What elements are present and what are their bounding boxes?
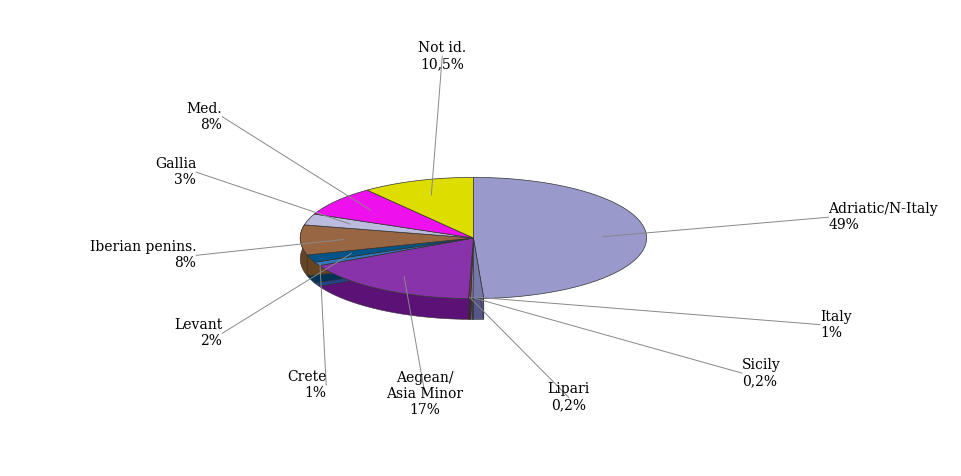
- Polygon shape: [314, 262, 319, 287]
- Polygon shape: [300, 225, 473, 255]
- Polygon shape: [300, 225, 307, 276]
- Polygon shape: [314, 238, 473, 283]
- Polygon shape: [307, 238, 473, 262]
- Text: Levant
2%: Levant 2%: [174, 318, 222, 348]
- Text: Gallia
3%: Gallia 3%: [155, 157, 196, 187]
- Text: Not id.
10,5%: Not id. 10,5%: [418, 41, 466, 71]
- Polygon shape: [307, 238, 473, 276]
- Polygon shape: [319, 238, 473, 287]
- Polygon shape: [468, 238, 473, 319]
- Polygon shape: [473, 238, 483, 319]
- Text: Lipari
0,2%: Lipari 0,2%: [547, 382, 589, 412]
- Text: Sicily
0,2%: Sicily 0,2%: [741, 358, 779, 388]
- Text: Adriatic/N-Italy
49%: Adriatic/N-Italy 49%: [827, 202, 937, 232]
- Polygon shape: [314, 238, 473, 266]
- Polygon shape: [468, 298, 470, 319]
- Text: Med.
8%: Med. 8%: [186, 102, 222, 132]
- Polygon shape: [367, 178, 473, 238]
- Polygon shape: [470, 298, 473, 319]
- Polygon shape: [314, 190, 473, 238]
- Polygon shape: [468, 238, 473, 319]
- Polygon shape: [319, 238, 473, 298]
- Polygon shape: [470, 238, 473, 298]
- Polygon shape: [473, 178, 646, 298]
- Text: Crete
1%: Crete 1%: [286, 370, 326, 400]
- Polygon shape: [319, 238, 473, 287]
- Polygon shape: [304, 225, 473, 259]
- Polygon shape: [470, 238, 473, 319]
- Polygon shape: [473, 238, 483, 298]
- Text: Italy
1%: Italy 1%: [819, 309, 850, 340]
- Text: Aegean/
Asia Minor
17%: Aegean/ Asia Minor 17%: [386, 371, 463, 417]
- Polygon shape: [470, 238, 473, 319]
- Polygon shape: [319, 266, 468, 319]
- Polygon shape: [307, 238, 473, 276]
- Polygon shape: [314, 238, 473, 283]
- Polygon shape: [473, 298, 483, 319]
- Text: Iberian penins.
8%: Iberian penins. 8%: [89, 240, 196, 270]
- Polygon shape: [307, 255, 314, 283]
- Polygon shape: [468, 238, 473, 298]
- Polygon shape: [304, 214, 473, 238]
